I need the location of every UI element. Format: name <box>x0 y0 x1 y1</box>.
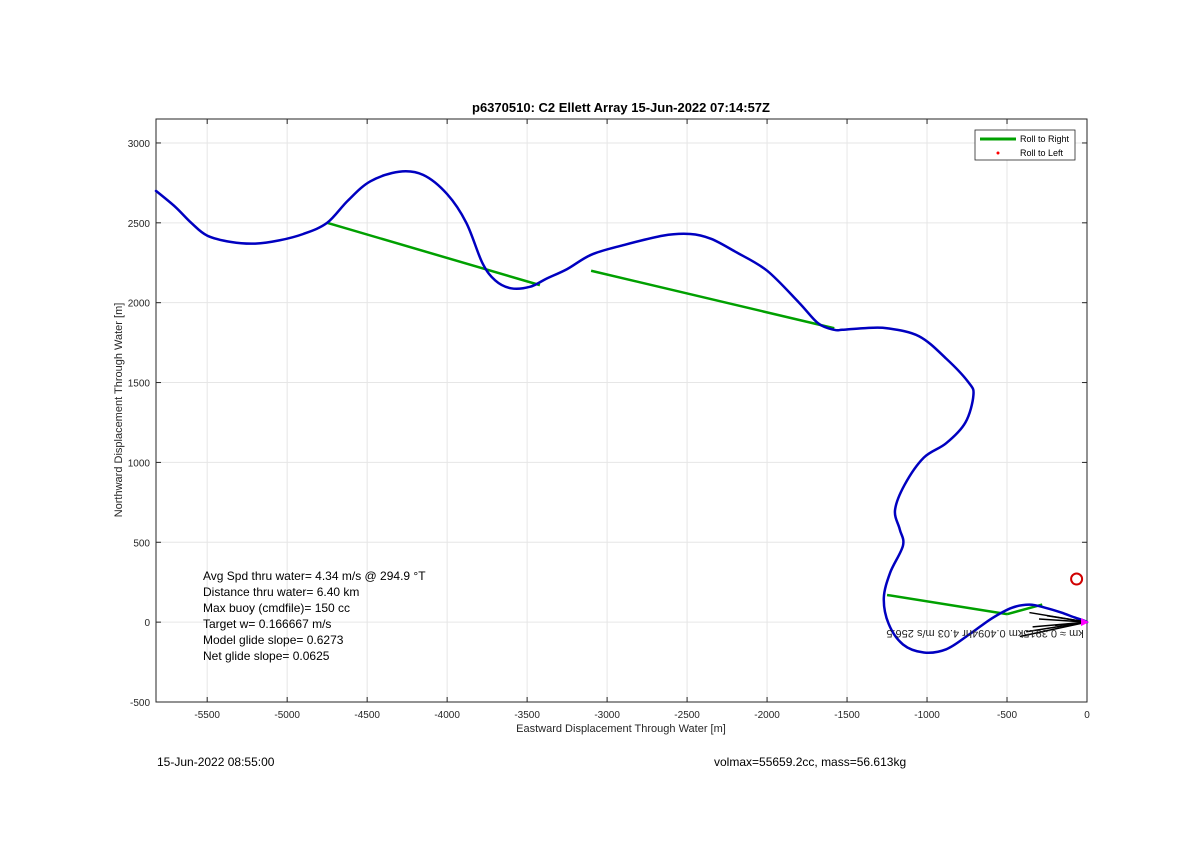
x-tick-label: -2500 <box>674 710 700 721</box>
y-axis-ticks: -500 0 500 1000 1500 2000 2500 3000 <box>128 139 1087 709</box>
legend-box <box>974 129 1076 161</box>
y-tick-label: 1500 <box>128 379 151 390</box>
x-tick-label: -1000 <box>914 710 940 721</box>
chart-title: p6370510: C2 Ellett Array 15-Jun-2022 07… <box>472 100 770 115</box>
x-tick-label: -5500 <box>194 710 220 721</box>
y-tick-label: -500 <box>130 698 150 709</box>
stat-line: Distance thru water= 6.40 km <box>203 585 359 599</box>
roll-right-segment <box>326 221 541 287</box>
stat-line: Model glide slope= 0.6273 <box>203 633 344 647</box>
stat-line: Avg Spd thru water= 4.34 m/s @ 294.9 °T <box>203 569 426 583</box>
y-tick-label: 3000 <box>128 139 151 150</box>
stat-line: Target w= 0.166667 m/s <box>203 617 331 631</box>
x-axis-ticks: -5500 -5000 -4500 -4000 -3500 -3000 -2500 -2000… <box>194 119 1090 721</box>
glider-track <box>154 169 1089 654</box>
y-axis-label: Northward Displacement Through Water [m] <box>113 303 125 518</box>
legend-roll-left-label: Roll to Left <box>1020 148 1064 158</box>
y-tick-label: 500 <box>133 538 150 549</box>
legend-roll-left-swatch <box>996 151 1000 155</box>
overlay-vector-text: km ≈ 0.3915km 0.4094hr 4.03 m/s 256.5 <box>886 627 1083 639</box>
y-tick-label: 0 <box>144 618 150 629</box>
stats-block: Avg Spd thru water= 4.34 m/s @ 294.9 °T D… <box>203 569 426 663</box>
current-vector-line <box>1046 615 1088 623</box>
x-tick-label: -3500 <box>514 710 540 721</box>
x-axis-label: Eastward Displacement Through Water [m] <box>516 723 726 735</box>
plot-frame <box>155 118 1088 703</box>
x-tick-label: -4500 <box>354 710 380 721</box>
x-tick-label: -3000 <box>594 710 620 721</box>
x-tick-label: 0 <box>1084 710 1090 721</box>
footer-timestamp: 15-Jun-2022 08:55:00 <box>157 755 275 769</box>
x-tick-label: -5000 <box>274 710 300 721</box>
x-tick-label: -1500 <box>834 710 860 721</box>
stat-line: Net glide slope= 0.0625 <box>203 649 330 663</box>
legend-roll-right-label: Roll to Right <box>1020 134 1070 144</box>
legend: Roll to Right Roll to Left <box>974 129 1076 161</box>
x-tick-label: -4000 <box>434 710 460 721</box>
series-layer: km ≈ 0.3915km 0.4094hr 4.03 m/s 256.5 <box>154 169 1089 654</box>
waypoint-circle <box>1070 572 1084 586</box>
footer-vol-mass: volmax=55659.2cc, mass=56.613kg <box>714 755 906 769</box>
start-marker <box>1081 618 1089 627</box>
stat-line: Max buoy (cmdfile)= 150 cc <box>203 601 350 615</box>
x-tick-label: -2000 <box>754 710 780 721</box>
roll-right-segment <box>886 593 1008 616</box>
roll-right-segment <box>590 269 835 330</box>
x-tick-label: -500 <box>997 710 1017 721</box>
y-tick-label: 1000 <box>128 458 151 469</box>
y-tick-label: 2500 <box>128 219 151 230</box>
y-tick-label: 2000 <box>128 299 151 310</box>
